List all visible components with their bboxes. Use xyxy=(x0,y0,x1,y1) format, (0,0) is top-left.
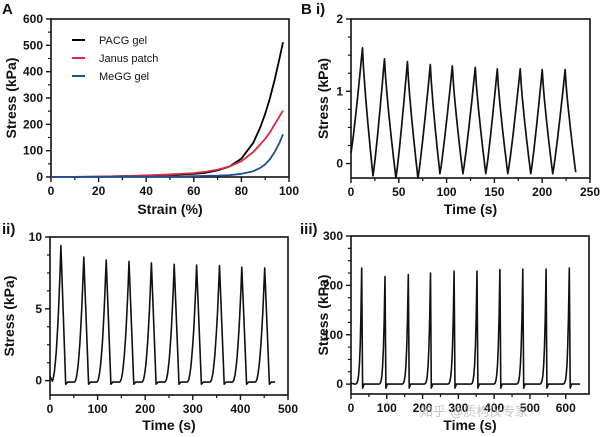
y-tick-label: 200 xyxy=(323,278,343,292)
x-tick-label: 400 xyxy=(230,402,250,416)
y-tick-label: 500 xyxy=(23,38,43,52)
x-tick-label: 100 xyxy=(88,402,108,416)
legend-label: PACG gel xyxy=(99,35,147,47)
x-tick-label: 300 xyxy=(183,402,203,416)
panel-label: iii) xyxy=(300,221,318,238)
x-tick-label: 60 xyxy=(187,184,201,198)
x-tick-label: 50 xyxy=(392,185,406,199)
y-tick-label: 2 xyxy=(336,12,343,26)
series-line-cyclic-stress xyxy=(350,267,581,389)
y-tick-label: 0 xyxy=(35,374,42,388)
x-axis-title: Time (s) xyxy=(444,201,497,217)
x-tick-label: 600 xyxy=(556,401,576,415)
x-tick-label: 0 xyxy=(348,401,355,415)
x-tick-label: 20 xyxy=(92,184,106,198)
x-tick-label: 250 xyxy=(580,185,600,199)
y-axis-title: Stress (kPa) xyxy=(315,275,331,356)
series-line-megg-gel xyxy=(50,133,284,178)
x-tick-label: 100 xyxy=(437,185,457,199)
legend-label: MeGG gel xyxy=(99,71,149,83)
plot-frame xyxy=(50,18,290,178)
x-tick-label: 200 xyxy=(532,185,552,199)
x-tick-label: 40 xyxy=(140,184,154,198)
y-tick-label: 100 xyxy=(23,144,43,158)
x-tick-label: 0 xyxy=(48,184,55,198)
y-tick-label: 600 xyxy=(23,12,43,26)
x-tick-label: 500 xyxy=(278,402,298,416)
x-tick-label: 0 xyxy=(47,402,54,416)
y-axis-title: Stress (kPa) xyxy=(1,276,17,357)
x-axis-title: Time (s) xyxy=(443,417,496,433)
series-line-janus-patch xyxy=(50,110,284,178)
panel-label: B i) xyxy=(301,1,325,18)
y-axis-title: Stress (kPa) xyxy=(3,58,19,139)
legend-label: Janus patch xyxy=(99,53,158,65)
x-tick-label: 100 xyxy=(377,401,397,415)
panel-label: A xyxy=(2,1,13,18)
y-tick-label: 300 xyxy=(323,229,343,243)
y-tick-label: 0 xyxy=(36,170,43,184)
x-tick-label: 0 xyxy=(348,185,355,199)
y-tick-label: 100 xyxy=(323,328,343,342)
series-line-cyclic-stress xyxy=(350,47,577,179)
x-tick-label: 200 xyxy=(135,402,155,416)
y-tick-label: 0 xyxy=(336,157,343,171)
y-axis-title: Stress (kPa) xyxy=(315,58,331,139)
y-tick-label: 300 xyxy=(23,91,43,105)
x-axis-title: Strain (%) xyxy=(137,201,202,217)
y-tick-label: 1 xyxy=(336,84,343,98)
x-tick-label: 400 xyxy=(484,401,504,415)
y-tick-label: 10 xyxy=(29,230,43,244)
x-tick-label: 80 xyxy=(235,184,249,198)
panel-A: A 0 100 200 300 400 500 600 0 20 40 60 80 100 Strain (… xyxy=(2,1,299,217)
x-tick-label: 200 xyxy=(413,401,433,415)
series-line-cyclic-stress xyxy=(49,244,276,385)
x-tick-label: 500 xyxy=(520,401,540,415)
watermark-text: 知乎 @质构仪专家 xyxy=(420,404,528,420)
x-tick-label: 300 xyxy=(448,401,468,415)
panel-label: ii) xyxy=(2,221,15,238)
x-tick-label: 100 xyxy=(279,184,299,198)
panel-B-i: B i) 0 1 2 0 50 100 150 200 250 Time (s) Stress (kP… xyxy=(301,1,600,217)
y-tick-label: 200 xyxy=(23,117,43,131)
y-tick-label: 5 xyxy=(35,302,42,316)
x-axis-title: Time (s) xyxy=(142,417,195,433)
panel-B-iii: iii) 0 100 200 300 0 100 200 300 400 500 600 Time (s… xyxy=(300,221,590,433)
x-tick-label: 150 xyxy=(484,185,504,199)
y-tick-label: 0 xyxy=(336,377,343,391)
y-tick-label: 400 xyxy=(23,65,43,79)
plot-frame xyxy=(350,235,590,395)
